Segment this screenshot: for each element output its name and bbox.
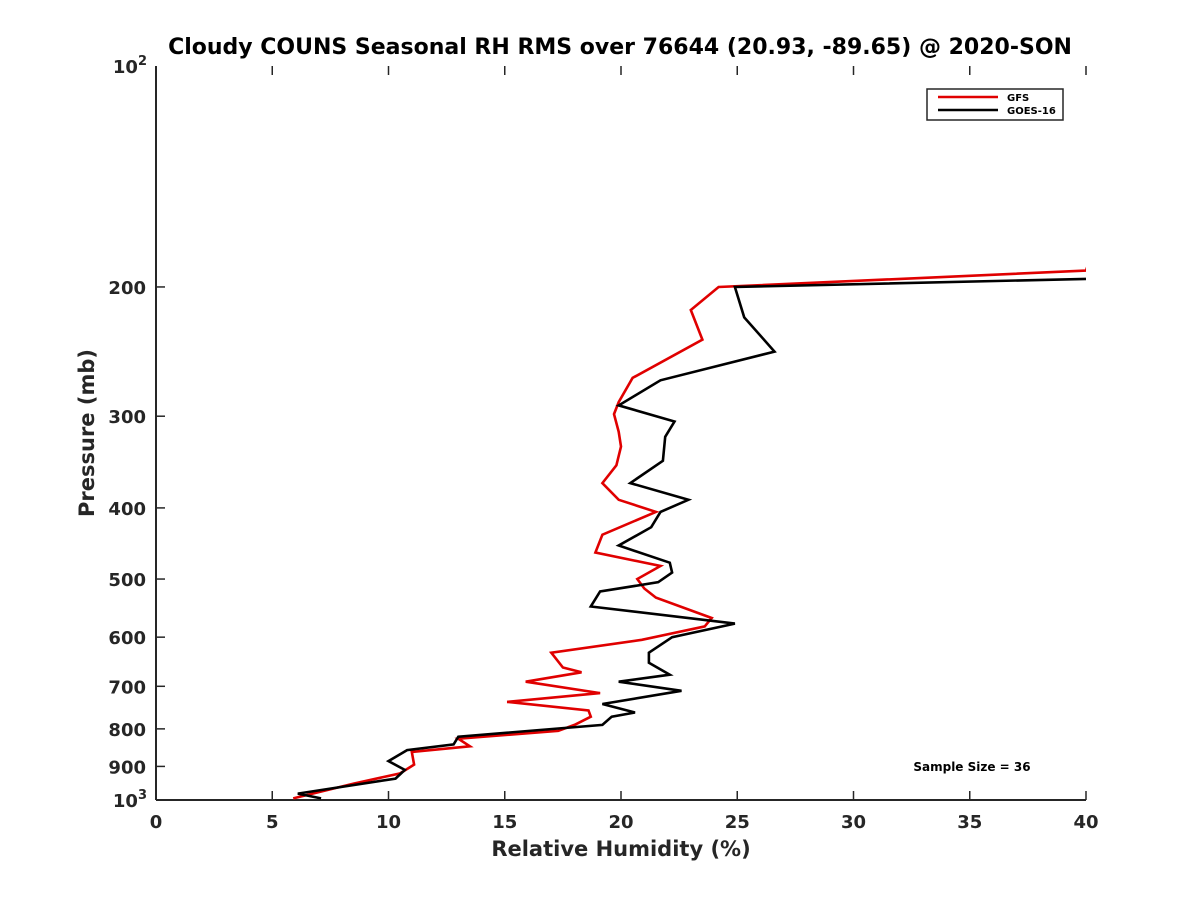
y-tick-label: 800: [108, 720, 146, 741]
series-line-gfs: [292, 266, 1086, 800]
y-tick-label: 700: [108, 677, 146, 698]
chart-title: Cloudy COUNS Seasonal RH RMS over 76644 …: [168, 35, 1072, 60]
series-line-goes16: [297, 277, 1086, 800]
legend: GFS GOES-16: [926, 88, 1064, 121]
x-tick-label: 30: [841, 812, 866, 833]
legend-label-goes16: GOES-16: [1007, 106, 1056, 117]
y-tick-label: 900: [108, 757, 146, 778]
legend-label-gfs: GFS: [1007, 93, 1029, 104]
x-tick-label: 15: [492, 812, 517, 833]
x-tick-label: 0: [150, 812, 163, 833]
x-tick-label: 35: [957, 812, 982, 833]
y-tick-label-bottom: 103: [113, 788, 147, 812]
x-tick-label: 20: [608, 812, 633, 833]
y-tick-label: 400: [108, 499, 146, 520]
x-tick-label: 10: [376, 812, 401, 833]
x-tick-label: 40: [1073, 812, 1098, 833]
series-lines: [292, 266, 1086, 800]
x-axis-label: Relative Humidity (%): [491, 837, 750, 861]
x-tick-label: 5: [266, 812, 279, 833]
y-axis-label: Pressure (mb): [75, 349, 99, 517]
sample-size-annotation: Sample Size = 36: [913, 760, 1030, 774]
legend-box: [926, 88, 1064, 121]
y-tick-label-top: 102: [113, 54, 147, 78]
x-ticks: 0 5 10 15 20 25 30 35 40: [150, 66, 1099, 833]
x-tick-label: 25: [725, 812, 750, 833]
y-tick-label: 200: [108, 278, 146, 299]
y-tick-label: 500: [108, 570, 146, 591]
y-ticks: 200 300 400 500 600 700 800 900 102 103: [108, 54, 165, 812]
y-tick-label: 600: [108, 628, 146, 649]
y-tick-label: 300: [108, 407, 146, 428]
